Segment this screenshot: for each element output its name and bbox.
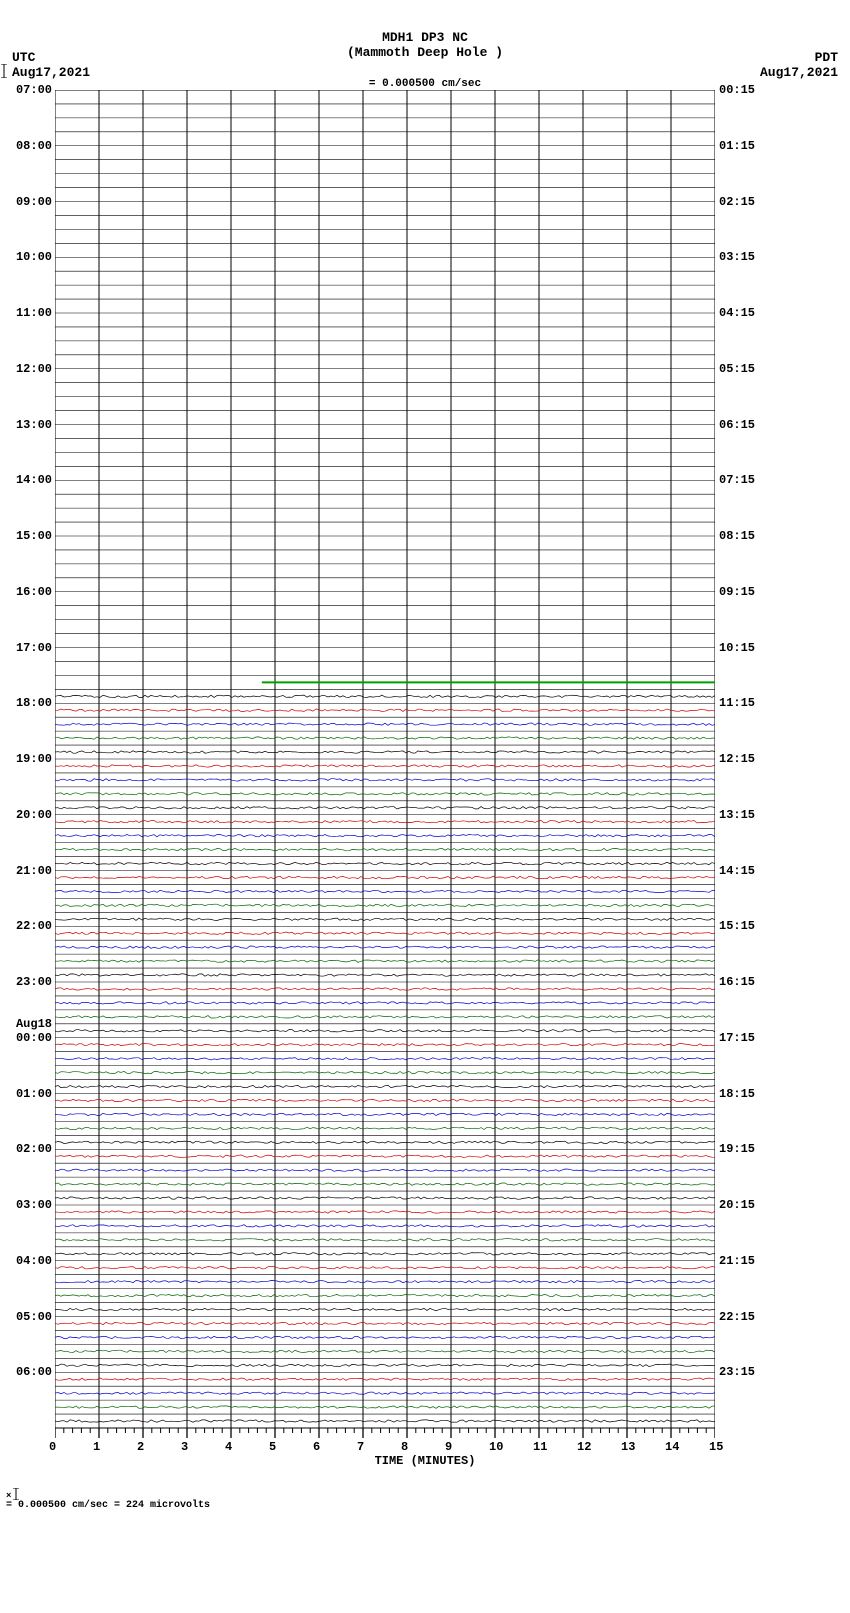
x-tick-label: 11 [533, 1440, 547, 1454]
pdt-time-label: 17:15 [719, 1031, 779, 1045]
pdt-time-label: 23:15 [719, 1365, 779, 1379]
title-block: MDH1 DP3 NC (Mammoth Deep Hole ) = 0.000… [0, 30, 850, 90]
utc-time-label: 12:00 [2, 362, 52, 376]
scale-text: = 0.000500 cm/sec [369, 78, 481, 90]
utc-time-label: 20:00 [2, 808, 52, 822]
utc-time-label: 08:00 [2, 139, 52, 153]
pdt-time-label: 09:15 [719, 585, 779, 599]
x-tick-label: 6 [313, 1440, 320, 1454]
x-tick-label: 13 [621, 1440, 635, 1454]
header: MDH1 DP3 NC (Mammoth Deep Hole ) = 0.000… [0, 30, 850, 90]
x-tick-label: 1 [93, 1440, 100, 1454]
tz-right-block: PDT Aug17,2021 [760, 50, 838, 80]
x-tick-label: 0 [49, 1440, 56, 1454]
utc-time-label: 19:00 [2, 752, 52, 766]
utc-time-label: 13:00 [2, 418, 52, 432]
tz-right-label: PDT [760, 50, 838, 65]
pdt-time-label: 03:15 [719, 250, 779, 264]
station-name: (Mammoth Deep Hole ) [0, 45, 850, 60]
seismogram-plot [55, 90, 715, 1428]
utc-time-label: 01:00 [2, 1087, 52, 1101]
utc-time-label: 14:00 [2, 473, 52, 487]
pdt-time-label: 15:15 [719, 919, 779, 933]
x-tick-label: 9 [445, 1440, 452, 1454]
pdt-time-label: 08:15 [719, 529, 779, 543]
tz-left-block: UTC Aug17,2021 [12, 50, 90, 80]
pdt-time-label: 12:15 [719, 752, 779, 766]
x-tick-label: 12 [577, 1440, 591, 1454]
pdt-time-label: 21:15 [719, 1254, 779, 1268]
pdt-time-label: 18:15 [719, 1087, 779, 1101]
utc-time-label: Aug18 [2, 1017, 52, 1031]
svg-text:×: × [6, 1491, 11, 1500]
x-tick-label: 8 [401, 1440, 408, 1454]
pdt-time-label: 02:15 [719, 195, 779, 209]
utc-time-label: 00:00 [2, 1031, 52, 1045]
x-tick-label: 4 [225, 1440, 232, 1454]
utc-time-label: 16:00 [2, 585, 52, 599]
utc-time-label: 06:00 [2, 1365, 52, 1379]
pdt-time-label: 13:15 [719, 808, 779, 822]
pdt-time-label: 00:15 [719, 83, 779, 97]
pdt-time-label: 01:15 [719, 139, 779, 153]
x-tick-label: 14 [665, 1440, 679, 1454]
utc-time-label: 17:00 [2, 641, 52, 655]
pdt-time-label: 11:15 [719, 696, 779, 710]
pdt-time-label: 05:15 [719, 362, 779, 376]
utc-time-label: 10:00 [2, 250, 52, 264]
utc-time-label: 09:00 [2, 195, 52, 209]
x-tick-label: 10 [489, 1440, 503, 1454]
tz-left-date: Aug17,2021 [12, 65, 90, 80]
x-tick-label: 15 [709, 1440, 723, 1454]
utc-time-label: 23:00 [2, 975, 52, 989]
utc-time-label: 04:00 [2, 1254, 52, 1268]
utc-time-label: 21:00 [2, 864, 52, 878]
x-tick-label: 5 [269, 1440, 276, 1454]
utc-time-label: 15:00 [2, 529, 52, 543]
utc-time-label: 05:00 [2, 1310, 52, 1324]
pdt-time-label: 06:15 [719, 418, 779, 432]
pdt-time-label: 04:15 [719, 306, 779, 320]
utc-time-label: 22:00 [2, 919, 52, 933]
tz-left-label: UTC [12, 50, 90, 65]
utc-time-label: 02:00 [2, 1142, 52, 1156]
pdt-time-label: 10:15 [719, 641, 779, 655]
utc-time-label: 03:00 [2, 1198, 52, 1212]
station-code: MDH1 DP3 NC [0, 30, 850, 45]
tz-right-date: Aug17,2021 [760, 65, 838, 80]
utc-time-label: 07:00 [2, 83, 52, 97]
pdt-time-label: 07:15 [719, 473, 779, 487]
xaxis-title: TIME (MINUTES) [0, 1454, 850, 1468]
footer-scale: × = 0.000500 cm/sec = 224 microvolts [6, 1488, 210, 1511]
pdt-time-label: 19:15 [719, 1142, 779, 1156]
pdt-time-label: 16:15 [719, 975, 779, 989]
footer-text: = 0.000500 cm/sec = 224 microvolts [6, 1500, 210, 1511]
pdt-time-label: 22:15 [719, 1310, 779, 1324]
utc-time-label: 11:00 [2, 306, 52, 320]
utc-time-label: 18:00 [2, 696, 52, 710]
x-tick-label: 7 [357, 1440, 364, 1454]
x-tick-label: 2 [137, 1440, 144, 1454]
pdt-time-label: 20:15 [719, 1198, 779, 1212]
x-tick-label: 3 [181, 1440, 188, 1454]
pdt-time-label: 14:15 [719, 864, 779, 878]
